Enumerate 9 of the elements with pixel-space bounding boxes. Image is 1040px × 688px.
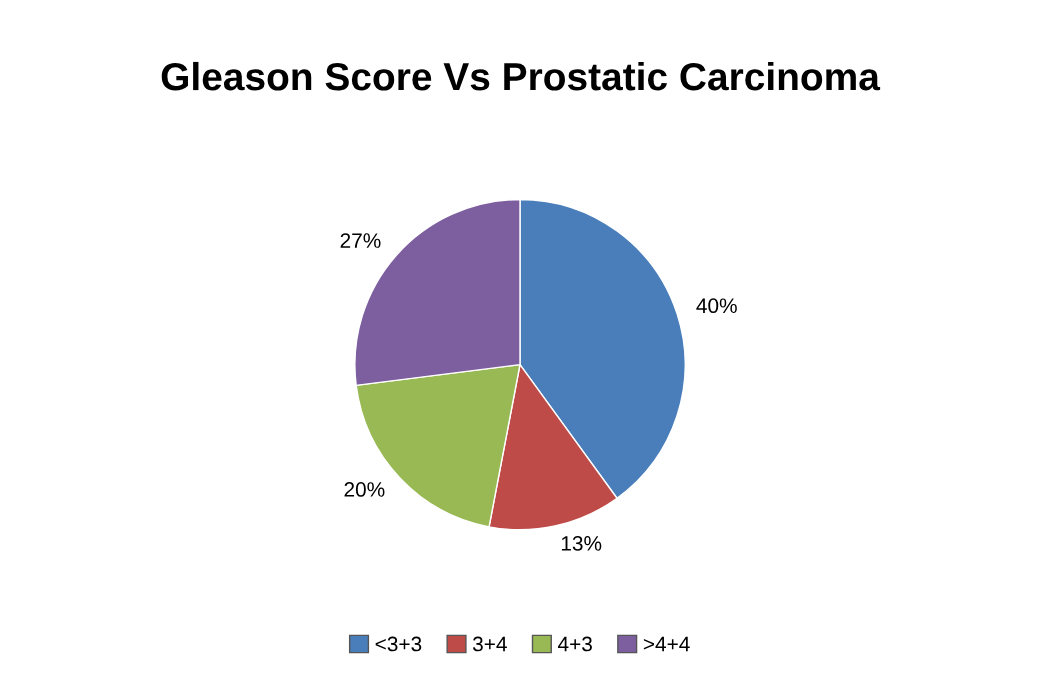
- chart-title: Gleason Score Vs Prostatic Carcinoma: [161, 61, 881, 91]
- data-label: 13%: [561, 535, 602, 551]
- legend-label: >4+4: [643, 636, 690, 652]
- legend-label: <3+3: [375, 636, 422, 652]
- legend-label: 4+3: [557, 636, 592, 652]
- legend-label: 3+4: [472, 636, 507, 652]
- data-label: 40%: [696, 298, 737, 314]
- data-label: 20%: [344, 482, 385, 497]
- data-label: 27%: [340, 233, 381, 248]
